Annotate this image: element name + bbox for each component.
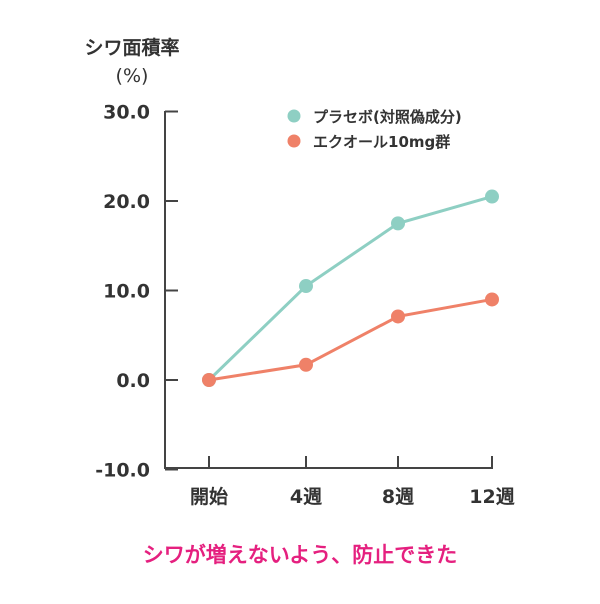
y-tick-label: 10.0 [103, 281, 150, 303]
y-tick-label: 0.0 [116, 370, 150, 392]
legend-label: エクオール10mg群 [313, 133, 450, 151]
x-tick-label: 開始 [190, 485, 228, 508]
series-line [208, 297, 493, 382]
data-point [202, 373, 216, 387]
legend-label: プラセボ(対照偽成分) [313, 108, 462, 126]
y-tick-label: -10.0 [95, 460, 150, 482]
y-tick-label: 20.0 [103, 191, 150, 213]
y-axis-label: シワ面積率 [84, 36, 179, 59]
y-axis-unit: (%) [116, 65, 149, 87]
legend-marker [287, 134, 301, 148]
data-point [299, 357, 313, 372]
caption: シワが増えないよう、防止できた [143, 543, 458, 567]
data-point [391, 216, 405, 231]
series-1 [202, 292, 499, 387]
series-0 [202, 189, 499, 387]
x-tick-label: 4週 [290, 486, 322, 508]
legend-marker [287, 109, 301, 123]
data-point [391, 309, 405, 324]
data-point [299, 279, 313, 294]
data-point [485, 189, 499, 204]
x-tick-label: 12週 [469, 486, 514, 508]
y-tick-label: 30.0 [103, 102, 150, 124]
x-tick-label: 8週 [382, 486, 414, 508]
data-point [485, 292, 499, 307]
series-line [207, 195, 493, 382]
